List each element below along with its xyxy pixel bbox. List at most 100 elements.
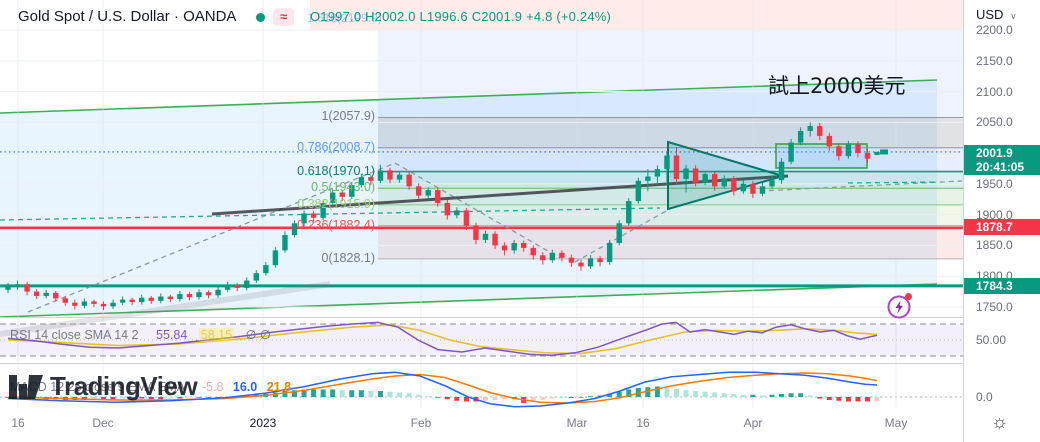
candle-body [349,185,355,197]
candle-body [186,294,193,298]
time-tick-label: Mar [566,416,588,430]
macd-histogram-bar [645,387,651,397]
candle-body [396,174,403,180]
time-tick-label: Dec [92,416,114,430]
macd-histogram-bar [588,396,594,398]
macd-histogram-bar [712,392,718,397]
symbol-title[interactable]: Gold Spot / U.S. Dollar · OANDA [18,8,236,25]
chart-text-annotation[interactable]: 試上2000美元 [768,74,906,98]
dashed-trendline[interactable] [394,162,561,259]
teal-dashed-line[interactable] [0,207,661,221]
teal-dashed-line[interactable] [847,181,938,184]
macd-histogram-bar [377,391,383,397]
candle-body [339,192,345,197]
candle-body [540,255,546,261]
candle-body [759,186,766,194]
macd-signal-value: 21.8 [266,380,292,394]
candle-body [530,247,536,256]
candle-body [377,170,384,181]
macd-histogram-bar [320,389,326,397]
macd-histogram-bar [826,397,832,400]
time-tick-label: 16 [636,416,650,430]
pennant-drawing[interactable] [667,140,787,211]
candle-body [72,302,78,306]
rsi-line[interactable] [7,321,878,356]
exchange-name: OANDA [183,8,237,25]
rsi-sma-line[interactable] [7,323,878,355]
macd-indicator-legend[interactable]: MACD 12 26 close 9 EMA EMA -5.8 16.0 21.… [10,380,291,394]
symbol-name: Gold Spot / U.S. Dollar [18,8,170,25]
currency-selector[interactable]: USD ∨ [976,7,1017,22]
candle-body [205,292,212,296]
channel-top-line[interactable] [0,79,938,114]
candle-body [5,286,11,290]
gear-icon[interactable]: ☼ [991,412,1009,433]
channel-bottom-line[interactable] [0,283,938,318]
macd-histogram-bar [721,393,727,397]
candle-body [501,245,508,251]
candle-body [119,299,126,303]
price-tick-label: 1850.0 [976,238,1013,253]
axis-settings-cell[interactable]: ☼ [963,408,1040,442]
time-axis[interactable]: 16 Dec 2023 Feb Mar 16 Apr May [0,408,963,442]
tradingview-logo[interactable]: TradingView [8,371,198,402]
macd-line[interactable] [7,371,878,408]
lightning-icon [887,295,911,319]
candle-body [14,284,21,287]
macd-histogram-bar [435,397,441,398]
fib-zone [378,147,963,172]
flash-alert-icon[interactable] [886,293,912,320]
macd-title: MACD 12 26 close 9 EMA EMA [10,380,185,394]
candle-body [578,262,584,267]
macd-histogram-bar [339,390,345,397]
ohlc-close: C2001.9 [471,9,523,24]
candle-body [463,210,470,226]
dashed-trendline[interactable] [27,162,396,313]
macd-axis-tick: 0.0 [976,390,993,404]
candle-body [712,174,718,187]
macd-histogram-bar [845,397,851,402]
candle-body [864,153,871,159]
candle-body [320,202,326,218]
macd-histogram-bar [101,397,106,400]
time-tick-label: Apr [743,416,763,430]
macd-histogram-bar [750,394,756,397]
candle-body [836,146,842,157]
candle-body [425,190,431,196]
candle-body [587,258,594,267]
macd-histogram-bar [167,397,173,399]
macd-histogram-bar [740,394,746,397]
candle-body [482,233,489,240]
candle-body [196,292,202,298]
candle-body [778,161,785,181]
dashed-trendline[interactable] [759,180,963,192]
candle-body [673,155,680,179]
approx-price-badge[interactable]: ≈ [273,8,295,26]
fib-level-label: 0(1828.1) [321,250,375,265]
price-tick-label: 1750.0 [976,300,1013,314]
market-status-dot[interactable] [256,13,265,22]
candle-body [272,250,279,266]
bar-countdown: 20:41:05 [976,160,1025,174]
macd-histogram-bar [139,397,145,399]
price-axis[interactable]: USD ∨ 2200.0 2150.0 2100.0 2050.0 1950.0 1900… [963,0,1040,442]
candle-body [750,183,756,194]
macd-histogram-bar [454,397,460,401]
rsi-indicator-legend[interactable]: RSI 14 close SMA 14 2 55.84 58.15 ∅ ∅ [10,327,271,342]
chevron-down-icon: ∨ [1010,11,1017,21]
last-price-badge: 2001.9 20:41:05 [964,145,1040,175]
candle-body [387,170,393,180]
rsi-ma-value: 58.15 [198,328,235,342]
ohlc-readout: O1997.0 H2002.0 L1996.6 C2001.9 +4.8 (+0… [310,9,611,24]
macd-histogram-bar [616,391,622,397]
thick-trendline[interactable] [211,174,789,216]
faint-trendline[interactable] [0,281,331,337]
candle-body [158,296,164,301]
macd-histogram-bar [282,391,288,397]
tradingview-logo-text: TradingView [50,371,198,401]
candle-body [559,252,565,258]
candle-body [788,142,794,162]
rsi-hidden-values: ∅ ∅ [245,328,271,342]
macd-histogram-bar [416,394,422,397]
